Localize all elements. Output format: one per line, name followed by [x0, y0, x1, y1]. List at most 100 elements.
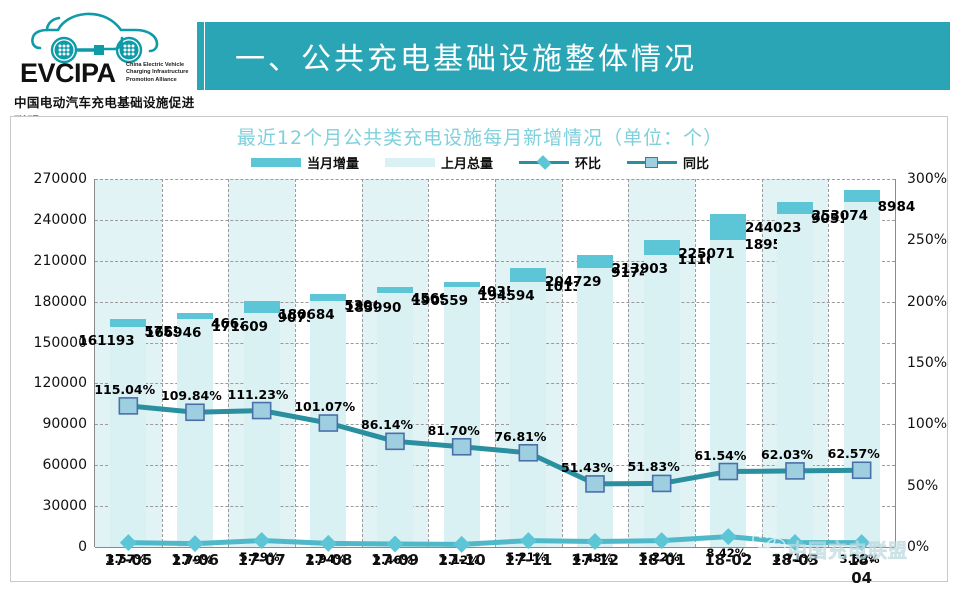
legend-swatch-bar-0 [250, 158, 301, 167]
marker-mom-17-06[interactable] [186, 535, 204, 553]
marker-yoy-18-03[interactable] [785, 462, 805, 480]
x-axis [95, 547, 895, 548]
marker-yoy-17-11[interactable] [518, 443, 539, 462]
marker-yoy-18-02[interactable] [718, 462, 739, 481]
bar-base-17-11[interactable] [510, 281, 547, 547]
marker-mom-17-11[interactable] [519, 532, 537, 550]
bar-base-18-02[interactable] [710, 240, 747, 547]
y-tick-label: 120000 [33, 375, 87, 392]
legend-item-3[interactable]: 同比 [627, 153, 709, 172]
marker-yoy-18-01[interactable] [651, 474, 672, 493]
bar-increment-17-05[interactable] [110, 319, 147, 328]
gridline-vertical [761, 179, 763, 547]
label-mom-18-01: 5.22% [639, 549, 680, 564]
y2-tick-label: 0% [907, 539, 930, 555]
bar-base-18-03[interactable] [777, 214, 813, 547]
legend-label: 上月总量 [440, 157, 493, 172]
legend-label: 当月增量 [306, 157, 359, 172]
legend-item-2[interactable]: 环比 [519, 153, 601, 172]
bar-base-17-12[interactable] [577, 267, 613, 547]
x-tick-label-17-10: 17-10 [437, 551, 486, 569]
gridline-vertical [361, 179, 363, 547]
slide-header: EVCIPA China Electric Vehicle Charging I… [0, 0, 958, 129]
legend-label: 环比 [575, 157, 602, 172]
marker-yoy-17-07[interactable] [251, 401, 272, 420]
gridline-vertical [695, 179, 696, 547]
marker-yoy-17-09[interactable] [385, 432, 405, 451]
marker-yoy-17-08[interactable] [318, 414, 339, 432]
bar-base-17-09[interactable] [377, 293, 413, 547]
label-increment-17-10: 4035 [477, 284, 516, 301]
y-tick-label: 180000 [33, 293, 87, 310]
gridline-vertical [628, 179, 630, 547]
marker-yoy-17-05[interactable] [118, 397, 139, 415]
bar-base-17-07[interactable] [243, 313, 280, 547]
marker-yoy-17-06[interactable] [185, 403, 205, 422]
label-increment-17-07: 9075 [277, 310, 316, 327]
legend-swatch-line-yoy [627, 157, 678, 168]
section-title-bar: 一、公共充电基础设施整体情况 [205, 22, 950, 90]
label-yoy-17-05: 115.04% [94, 381, 156, 397]
marker-mom-18-03[interactable] [786, 533, 804, 551]
chart-title: 最近12个月公共类充电设施每月新增情况（单位：个） [236, 127, 724, 149]
bar-increment-18-02[interactable] [710, 214, 747, 241]
marker-mom-17-10[interactable] [453, 535, 471, 553]
marker-mom-17-07[interactable] [253, 532, 271, 549]
label-base-17-06: 166946 [145, 325, 202, 342]
marker-yoy-18-04[interactable] [851, 461, 872, 480]
watermark-text: 中国充电联盟 [788, 540, 909, 563]
x-tick-label-17-06: 17-06 [171, 551, 219, 569]
legend-swatch-line-mom [519, 155, 569, 170]
bar-base-17-10[interactable] [443, 287, 480, 547]
bar-increment-17-08[interactable] [310, 293, 347, 301]
legend-item-1[interactable]: 上月总量 [384, 153, 493, 172]
label-increment-18-03: 9051 [811, 211, 849, 228]
label-mom-17-07: 5.29% [239, 549, 280, 564]
bar-base-18-01[interactable] [643, 255, 680, 547]
marker-mom-17-12[interactable] [586, 533, 604, 550]
marker-yoy-17-10[interactable] [451, 437, 472, 456]
marker-yoy-17-12[interactable] [585, 475, 605, 493]
bar-base-18-04[interactable] [843, 202, 880, 547]
label-increment-17-06: 4663 [211, 316, 249, 333]
label-yoy-18-04: 62.57% [827, 446, 880, 462]
bar-increment-17-09[interactable] [377, 287, 413, 294]
bar-increment-17-12[interactable] [577, 255, 613, 268]
label-yoy-17-06: 109.84% [161, 388, 222, 404]
label-yoy-17-08: 101.07% [294, 399, 356, 415]
label-mom-17-12: 4.48% [573, 550, 613, 565]
label-base-17-10: 190559 [411, 293, 469, 310]
y-axis-left [94, 179, 95, 547]
x-tick-label-17-09: 17-09 [371, 551, 419, 569]
line-series-overlay [118, 397, 872, 553]
label-base-18-04: 253074 [811, 208, 869, 225]
marker-mom-18-04[interactable] [853, 534, 871, 552]
marker-mom-17-08[interactable] [319, 534, 337, 552]
ev-car-icon [31, 12, 159, 64]
label-mom-18-03: 3.71% [773, 551, 813, 566]
y2-tick-label: 300% [907, 171, 948, 187]
bar-base-17-06[interactable] [177, 319, 213, 547]
chart-legend: 当月增量 上月总量 环比 同比 [11, 153, 949, 172]
label-yoy-17-09: 86.14% [361, 417, 414, 433]
bar-increment-17-07[interactable] [243, 300, 280, 314]
label-yoy-17-12: 51.43% [561, 459, 614, 475]
legend-item-0[interactable]: 当月增量 [250, 153, 359, 172]
marker-mom-17-05[interactable] [119, 534, 137, 552]
y2-tick-label: 250% [907, 232, 948, 249]
bar-increment-17-06[interactable] [177, 313, 213, 320]
bar-increment-18-03[interactable] [777, 202, 813, 215]
bar-increment-17-10[interactable] [443, 281, 480, 288]
label-increment-18-04: 8984 [877, 199, 916, 216]
marker-mom-18-01[interactable] [653, 532, 671, 550]
marker-mom-17-09[interactable] [386, 535, 404, 553]
marker-mom-18-02[interactable] [719, 528, 737, 546]
bar-increment-18-04[interactable] [843, 189, 880, 203]
bar-increment-17-11[interactable] [510, 267, 547, 282]
gridline-vertical [428, 179, 430, 547]
bar-base-17-05[interactable] [110, 327, 147, 547]
bar-increment-18-01[interactable] [643, 240, 680, 256]
x-tick-label-17-11: 17-11 [504, 551, 553, 569]
wechat-icon [752, 529, 786, 555]
